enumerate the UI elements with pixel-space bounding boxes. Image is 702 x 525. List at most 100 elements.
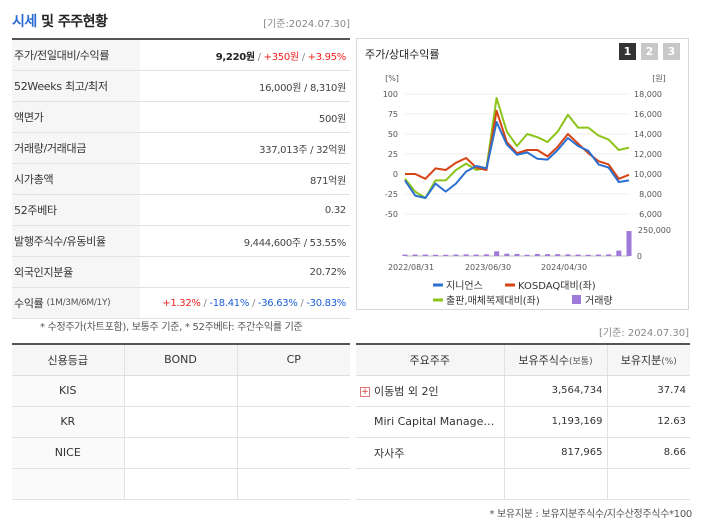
chart-tabs: 1 2 3 — [619, 43, 680, 60]
chart-tab-2[interactable]: 2 — [641, 43, 658, 60]
credit-bond — [124, 375, 238, 407]
volume-bar — [402, 254, 408, 256]
holder-header-ratio-unit: (%) — [661, 356, 677, 367]
holder-header-shares-label: 보유주식수 — [518, 353, 569, 367]
right-tick-label: 8,000 — [639, 190, 662, 199]
credit-header-row: 신용등급 BOND CP — [12, 344, 350, 376]
right-tick-label: 12,000 — [634, 150, 662, 159]
reference-date: [기준:2024.07.30] — [263, 19, 350, 30]
credit-cp — [237, 406, 350, 438]
credit-agency: KR — [12, 406, 125, 438]
credit-cp — [237, 375, 350, 407]
volume-bar — [545, 254, 551, 256]
title-rest: 및 주주현황 — [36, 14, 108, 30]
holder-ratio: 37.74 — [607, 375, 690, 407]
volume-bar — [595, 254, 601, 256]
holder-shares: 1,193,169 — [504, 406, 608, 438]
volume-bar — [483, 254, 489, 256]
price-rate: +3.95% — [307, 51, 347, 63]
volume-bar — [585, 254, 591, 256]
row-value: 20.72% — [309, 266, 347, 278]
row-label: 발행주식수/유동비율 — [12, 226, 140, 256]
credit-row: KIS — [12, 375, 350, 407]
holder-row — [356, 468, 690, 500]
volume-bar — [443, 254, 449, 256]
holder-ratio-empty — [607, 468, 690, 500]
expand-plus-icon[interactable]: + — [360, 386, 370, 397]
return-3m: -18.41% — [209, 297, 250, 309]
credit-agency — [12, 468, 125, 500]
volume-bar — [463, 254, 469, 256]
left-tick-label: 50 — [388, 130, 398, 139]
credit-bond — [124, 406, 238, 438]
holder-row: Miri Capital Management 1,193,169 12.63 — [356, 406, 690, 438]
credit-cp — [237, 437, 350, 469]
row-label: 거래량/거래대금 — [12, 133, 140, 163]
major-shareholders-table: 주요주주 보유주식수(보통) 보유지분(%) + 이동범 외 2인 3,564,7… — [356, 343, 690, 500]
holder-header-row: 주요주주 보유주식수(보통) 보유지분(%) — [356, 344, 690, 376]
left-tick-label: 75 — [388, 110, 398, 119]
right-unit: [원] — [652, 74, 666, 83]
left-tick-label: 0 — [393, 170, 398, 179]
x-tick-label: 2023/06/30 — [465, 263, 511, 272]
par-value-row: 액면가 500원 — [12, 102, 350, 133]
holder-shares-empty — [504, 468, 608, 500]
volume-bar — [534, 253, 540, 256]
volume-tick-label: 0 — [637, 252, 642, 261]
series-line — [404, 121, 630, 199]
chart-tab-3[interactable]: 3 — [663, 43, 680, 60]
right-tick-label: 16,000 — [634, 110, 662, 119]
holder-header-ratio-label: 보유지분 — [620, 353, 662, 367]
credit-header-cp: CP — [237, 344, 350, 376]
foreign-ratio-row: 외국인지분율 20.72% — [12, 257, 350, 288]
section-title: 시세 및 주주현황 — [12, 11, 108, 31]
holder-row: 자사주 817,965 8.66 — [356, 437, 690, 469]
current-price: 9,220원 — [215, 51, 255, 63]
credit-row — [12, 468, 350, 500]
volume-bar — [626, 231, 632, 256]
chart-tab-1[interactable]: 1 — [619, 43, 636, 60]
legend-label: 출판,매체복제대비(좌) — [446, 295, 540, 307]
weeks52-row: 52Weeks 최고/최저 16,000원 / 8,310원 — [12, 71, 350, 102]
volume-bar — [616, 250, 622, 256]
row-label: 액면가 — [12, 102, 140, 132]
volume-bar — [606, 254, 612, 256]
credit-bond — [124, 437, 238, 469]
section-header: 시세 및 주주현황 [기준:2024.07.30] — [12, 8, 350, 32]
holder-name-cell: + 이동범 외 2인 — [356, 375, 505, 407]
market-cap-row: 시가총액 871억원 — [12, 164, 350, 195]
holder-ratio: 12.63 — [607, 406, 690, 438]
credit-row: NICE — [12, 437, 350, 469]
row-label: 수익률 (1M/3M/6M/1Y) — [12, 288, 140, 318]
volume-bar — [504, 253, 510, 256]
legend-swatch — [572, 295, 581, 304]
credit-header-bond: BOND — [124, 344, 238, 376]
holder-row: + 이동범 외 2인 3,564,734 37.74 — [356, 375, 690, 407]
volume-row: 거래량/거래대금 337,013주 / 32억원 — [12, 133, 350, 164]
credit-rating-table: 신용등급 BOND CP KIS KR NICE — [12, 343, 350, 500]
holder-shares: 817,965 — [504, 437, 608, 469]
volume-bar — [422, 254, 428, 256]
row-value: 871억원 — [310, 175, 346, 187]
series-line — [404, 97, 630, 199]
volume-bar — [514, 253, 520, 256]
row-value: 9,444,600주 / 53.55% — [243, 237, 347, 249]
volume-bar — [453, 254, 459, 256]
row-value: 337,013주 / 32억원 — [259, 144, 346, 156]
holder-shares: 3,564,734 — [504, 375, 608, 407]
holder-header-shares: 보유주식수(보통) — [504, 344, 608, 376]
return-1y: -30.83% — [306, 297, 346, 309]
credit-header-agency: 신용등급 — [12, 344, 125, 376]
volume-bar — [524, 254, 530, 256]
volume-bar — [555, 254, 561, 256]
chart-title: 주가/상대수익률 — [365, 48, 440, 61]
holder-ratio: 8.66 — [607, 437, 690, 469]
right-tick-label: 10,000 — [634, 170, 662, 179]
credit-cp — [237, 468, 350, 500]
holder-header-ratio: 보유지분(%) — [607, 344, 690, 376]
row-value: 16,000원 / 8,310원 — [259, 82, 346, 94]
left-tick-label: 100 — [383, 90, 398, 99]
holder-name: 자사주 — [356, 437, 505, 469]
price-info-table: 주가/전일대비/수익률 9,220원 / +350원 / +3.95% 52We… — [12, 38, 350, 319]
legend-label: KOSDAQ대비(좌) — [518, 280, 596, 292]
